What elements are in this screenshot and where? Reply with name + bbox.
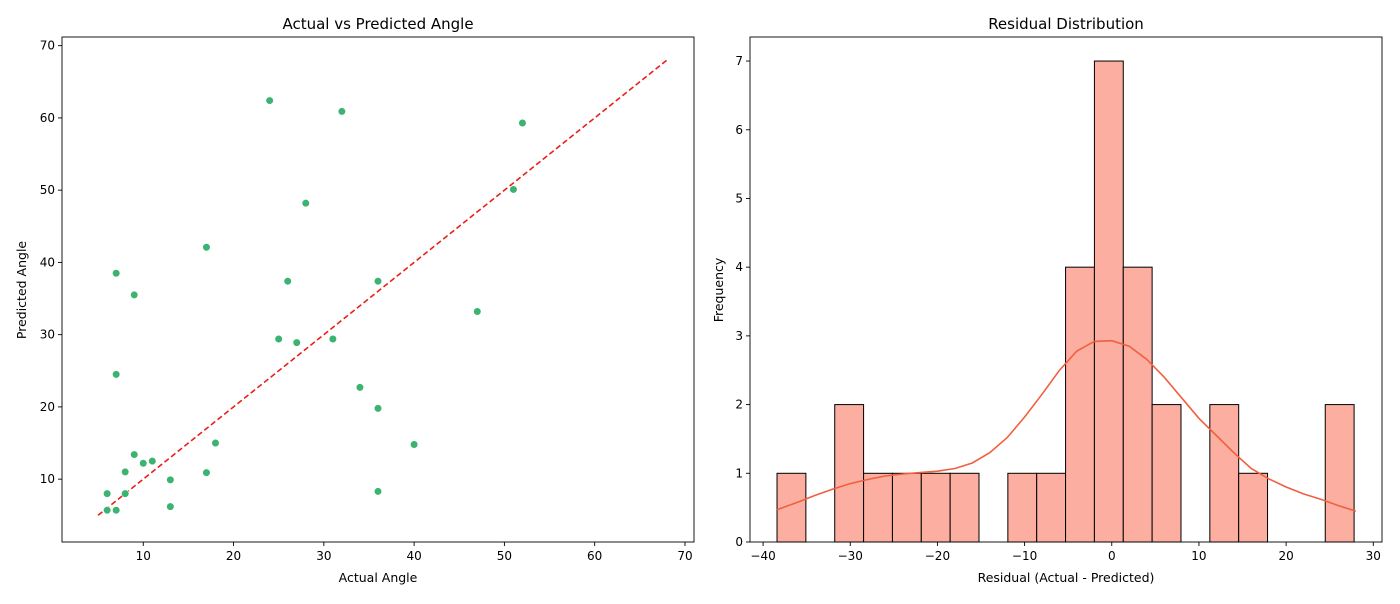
scatter-point (103, 506, 112, 515)
scatter-xlabel: Actual Angle (339, 570, 418, 585)
histogram-bar (920, 472, 951, 543)
scatter-point (103, 489, 112, 498)
scatter-xtick-label: 60 (587, 549, 602, 563)
scatter-panel: Actual vs Predicted Angle 10 20 30 40 50 60 70… (14, 15, 695, 585)
histogram-ytick-label: 4 (735, 260, 743, 274)
histogram-ylabel: Frequency (711, 257, 726, 322)
histogram-bar (1324, 404, 1355, 543)
histogram-bar (891, 472, 922, 543)
scatter-xtick-label: 30 (316, 549, 331, 563)
scatter-point (166, 475, 175, 484)
scatter-ytick-label: 70 (40, 39, 55, 53)
histogram-bar (949, 472, 980, 543)
kde-curve (776, 339, 1357, 512)
scatter-point (112, 370, 121, 379)
scatter-xtick-label: 10 (136, 549, 151, 563)
histogram-xtick-label: 30 (1366, 549, 1381, 563)
histogram-bar (834, 404, 865, 543)
scatter-ylabel: Predicted Angle (14, 241, 29, 340)
scatter-ytick-label: 40 (40, 255, 55, 269)
scatter-point (112, 506, 121, 515)
scatter-xtick-label: 70 (677, 549, 692, 563)
scatter-title: Actual vs Predicted Angle (282, 15, 473, 33)
histogram-xtick-label: 0 (1108, 549, 1116, 563)
scatter-point (112, 269, 121, 278)
histogram-ytick-label: 1 (735, 466, 743, 480)
histogram-bar (1007, 472, 1038, 543)
histogram-xtick-label: −40 (750, 549, 775, 563)
histogram-xtick-label: 20 (1278, 549, 1293, 563)
reference-line (97, 59, 668, 516)
scatter-point (373, 277, 383, 286)
scatter-point (274, 334, 283, 344)
scatter-marks: 10 20 30 40 50 60 70 10 20 30 40 50 60 70 (40, 39, 693, 563)
histogram-panel: Residual Distribution −40 −30 −20 −10 0 10 20 3… (711, 15, 1383, 585)
scatter-point (202, 243, 211, 252)
scatter-xtick-label: 20 (226, 549, 241, 563)
histogram-ytick-label: 5 (735, 191, 743, 205)
histogram-ytick-label: 0 (735, 535, 743, 549)
scatter-ytick-label: 20 (40, 400, 55, 414)
scatter-point (355, 383, 365, 392)
histogram-bar (1209, 404, 1240, 543)
scatter-point (211, 438, 220, 448)
histogram-xtick-label: −10 (1012, 549, 1037, 563)
histogram-xtick-label: −20 (925, 549, 950, 563)
scatter-point (328, 334, 337, 344)
scatter-point (139, 459, 148, 468)
histogram-bar (863, 472, 893, 543)
histogram-ytick-label: 2 (735, 398, 743, 412)
histogram-ytick-label: 7 (735, 54, 743, 68)
scatter-point (130, 290, 139, 300)
scatter-point (518, 118, 527, 128)
histogram-title: Residual Distribution (988, 15, 1144, 33)
scatter-ytick-label: 50 (40, 183, 55, 197)
histogram-xlabel: Residual (Actual - Predicted) (978, 570, 1155, 585)
histogram-bar (1122, 266, 1153, 543)
scatter-point (265, 96, 274, 105)
histogram-ytick-label: 6 (735, 123, 743, 137)
scatter-point (373, 404, 383, 413)
scatter-point (373, 487, 383, 496)
histogram-ytick-label: 3 (735, 329, 743, 343)
scatter-point (337, 107, 346, 116)
scatter-ytick-label: 30 (40, 328, 55, 342)
scatter-point (410, 440, 419, 449)
scatter-xtick-label: 40 (406, 549, 421, 563)
histogram-bar (1036, 472, 1067, 543)
histogram-axes-frame (749, 36, 1383, 543)
histogram-bar (1065, 266, 1095, 543)
scatter-point (509, 185, 518, 194)
scatter-point (473, 307, 482, 316)
scatter-ytick-label: 60 (40, 111, 55, 125)
histogram-bar (1238, 472, 1269, 543)
histogram-bar (1151, 404, 1182, 543)
scatter-point (301, 199, 310, 208)
scatter-point (292, 338, 301, 347)
scatter-xtick-label: 50 (497, 549, 512, 563)
histogram-bar (1093, 60, 1124, 543)
scatter-point (202, 468, 211, 477)
scatter-ytick-label: 10 (40, 472, 55, 486)
histogram-xtick-label: −30 (838, 549, 863, 563)
scatter-point (121, 467, 130, 477)
histogram-marks: −40 −30 −20 −10 0 10 20 30 0 1 2 3 4 5 6 7 (735, 54, 1381, 563)
scatter-axes-frame (61, 36, 695, 543)
scatter-point (148, 456, 157, 466)
histogram-xtick-label: 10 (1191, 549, 1206, 563)
scatter-point (166, 502, 175, 511)
scatter-point (121, 489, 130, 498)
scatter-point (283, 277, 292, 286)
scatter-point (130, 450, 139, 459)
